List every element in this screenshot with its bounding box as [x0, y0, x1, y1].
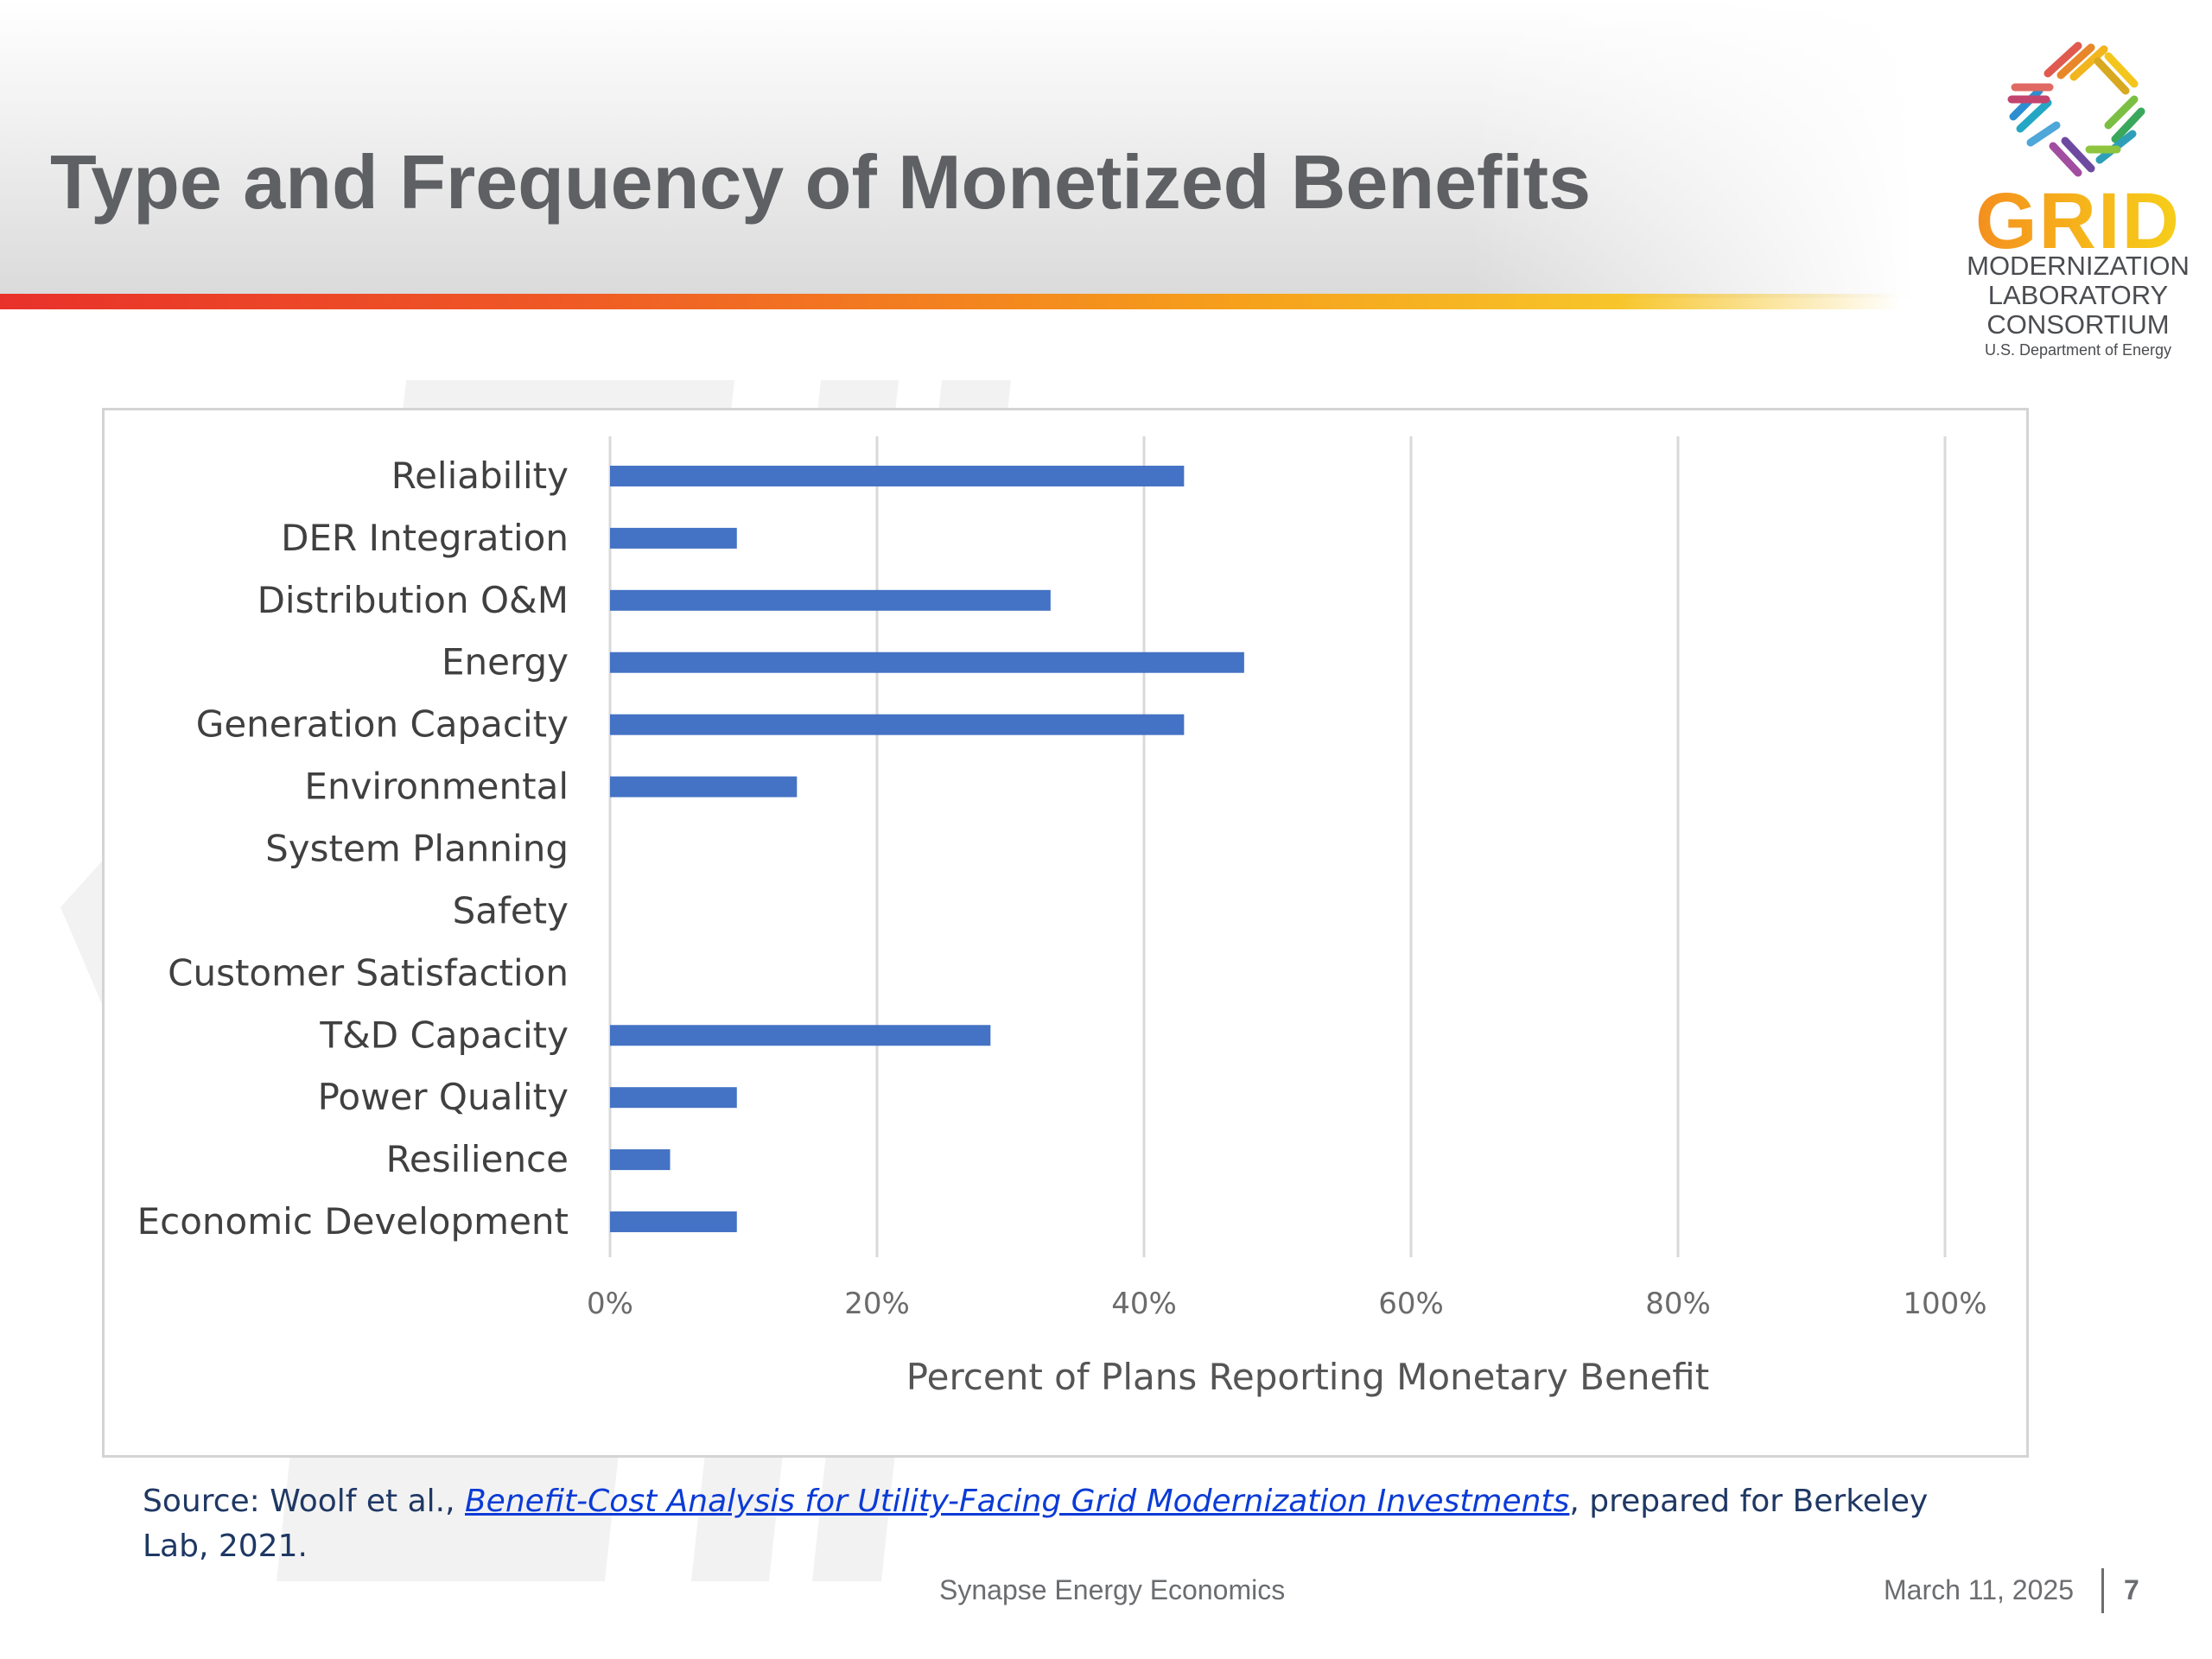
source-suffix: , prepared for Berkeley Lab, 2021.	[143, 1484, 1929, 1564]
x-tick-label: 20%	[844, 1287, 910, 1321]
grid-modernization-logo: GRID MODERNIZATION LABORATORY CONSORTIUM…	[1961, 39, 2195, 359]
category-label: DER Integration	[281, 517, 569, 559]
logo-line-3: CONSORTIUM	[1986, 309, 2170, 340]
accent-line	[0, 294, 1901, 309]
logo-mark-icon	[2007, 41, 2145, 177]
chart-panel: 0% 20% 40% 60% 80% 100% Reliability DER Integra…	[102, 408, 2029, 1458]
bar	[610, 527, 737, 549]
bar	[610, 714, 1185, 735]
source-link[interactable]: Benefit-Cost Analysis for Utility-Facing…	[464, 1484, 1570, 1519]
category-label: Energy	[442, 641, 569, 683]
bar	[610, 776, 798, 798]
x-tick-label: 100%	[1903, 1287, 1986, 1321]
category-label: Resilience	[386, 1138, 569, 1180]
slide-title: Type and Frequency of Monetized Benefits	[50, 139, 1592, 225]
bar	[610, 465, 1185, 486]
category-label: Economic Development	[137, 1200, 569, 1243]
category-label: Customer Satisfaction	[168, 951, 569, 994]
category-label: Reliability	[391, 454, 569, 497]
x-tick-label: 60%	[1378, 1287, 1444, 1321]
footer-date: March 11, 2025	[1884, 1574, 2074, 1605]
category-label: Environmental	[304, 766, 569, 808]
category-label: Power Quality	[318, 1076, 569, 1118]
bar	[610, 1087, 737, 1109]
category-label: Generation Capacity	[196, 703, 569, 746]
bar	[610, 652, 1244, 673]
x-tick-label: 80%	[1645, 1287, 1711, 1321]
category-label: Safety	[453, 889, 569, 931]
footer-divider	[2101, 1568, 2104, 1613]
category-label: System Planning	[265, 828, 569, 870]
logo-line-4: U.S. Department of Energy	[1984, 341, 2172, 359]
bar	[610, 1211, 737, 1233]
bar-chart: 0% 20% 40% 60% 80% 100% Reliability DER Integra…	[137, 436, 1987, 1398]
footer-organization: Synapse Energy Economics	[939, 1574, 1286, 1605]
bar	[610, 1025, 991, 1046]
x-axis-title: Percent of Plans Reporting Monetary Bene…	[906, 1356, 1709, 1398]
logo-line-2: LABORATORY	[1987, 280, 2169, 310]
page-number: 7	[2124, 1574, 2139, 1605]
category-label: T&D Capacity	[319, 1014, 569, 1056]
source-citation: Source: Woolf et al., Benefit-Cost Analy…	[143, 1479, 1957, 1569]
logo-wordmark: GRID	[1961, 181, 2195, 261]
x-tick-label: 40%	[1111, 1287, 1177, 1321]
source-prefix: Source: Woolf et al.,	[143, 1484, 465, 1519]
category-label: Distribution O&M	[257, 579, 569, 621]
bar	[610, 589, 1051, 611]
logo-line-1: MODERNIZATION	[1967, 251, 2190, 281]
bar	[610, 1149, 671, 1171]
x-tick-label: 0%	[587, 1287, 633, 1321]
